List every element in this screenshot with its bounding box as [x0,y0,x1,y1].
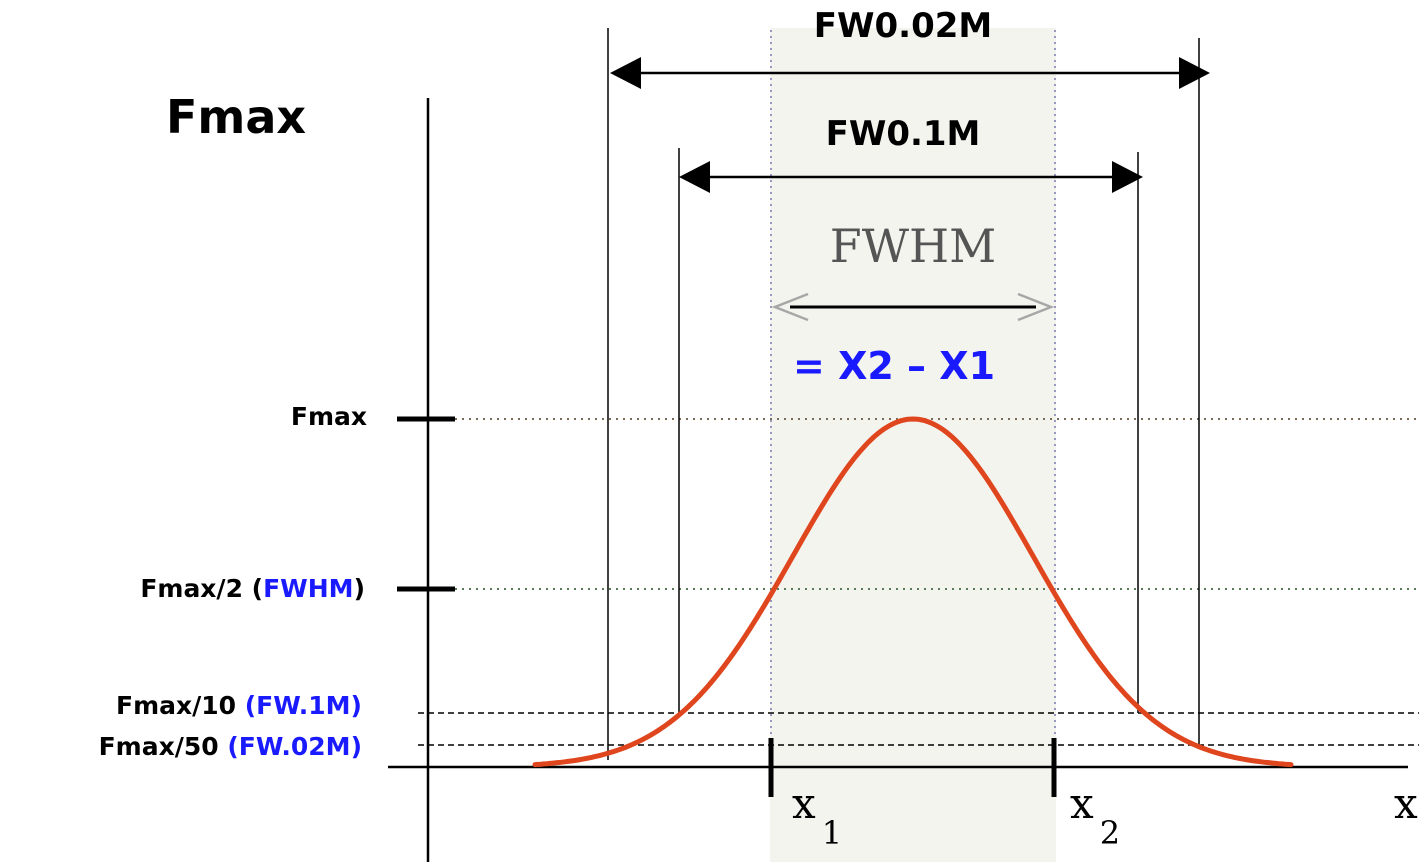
fw01m-arrow-left-head [679,161,710,193]
fiftieth-max-highlight: (FW.02M) [227,732,362,761]
x2-subscript: 2 [1100,814,1120,852]
x2-letter: x [1070,779,1094,828]
tenth-max-text: Fmax/10 [116,691,245,720]
fw002m-arrow-left-head [610,57,641,89]
fmax-level-label: Fmax [291,402,367,431]
fwhm-arrow-right-head [1017,292,1055,322]
fwhm-arrow-left-head [771,292,809,322]
half-max-level-label: Fmax/2 (FWHM) [140,574,365,603]
fw01m-label: FW0.1M [826,114,981,154]
half-max-highlight: FWHM [263,574,353,603]
half-max-text: Fmax/2 ( [140,574,263,603]
fiftieth-max-level-label: Fmax/50 (FW.02M) [99,732,362,761]
x1-label: x1 [792,779,842,852]
x1-letter: x [792,779,816,828]
fw002m-arrow-right-head [1179,57,1210,89]
fwhm-label: FWHM [830,219,996,273]
x1-subscript: 1 [822,814,842,852]
fw01m-arrow-right-head [1112,161,1143,193]
tenth-max-highlight: (FW.1M) [245,691,362,720]
corner-title: Fmax [166,90,306,144]
gaussian-curve [532,416,1294,768]
fiftieth-max-text: Fmax/50 [99,732,228,761]
x2-label: x2 [1070,779,1120,852]
tenth-max-level-label: Fmax/10 (FW.1M) [116,691,362,720]
fwhm-band [770,28,1056,862]
half-max-suffix: ) [354,574,365,603]
fw002m-label: FW0.02M [814,6,992,46]
x-axis-label: x [1394,779,1418,828]
fwhm-formula: = X2 – X1 [793,344,995,388]
